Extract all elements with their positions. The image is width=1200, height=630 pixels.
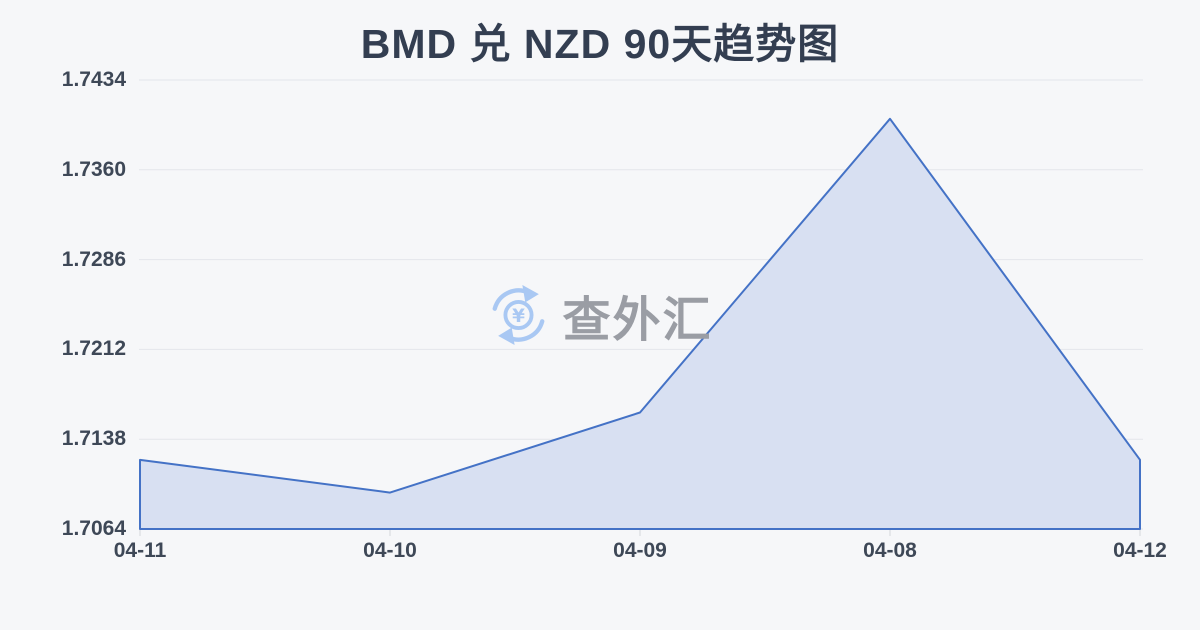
watermark-text: 查外汇 — [562, 294, 713, 347]
currency-exchange-icon: ¥ — [492, 284, 545, 346]
arrow-head-top — [522, 284, 539, 303]
watermark: ¥ 查外汇 — [487, 280, 712, 350]
yen-symbol: ¥ — [512, 306, 525, 327]
chart-title: BMD 兑 NZD 90天趋势图 — [360, 21, 840, 67]
coin-circle — [503, 299, 534, 331]
arrow-head-bottom — [498, 327, 515, 346]
area-series — [139, 117, 1141, 530]
